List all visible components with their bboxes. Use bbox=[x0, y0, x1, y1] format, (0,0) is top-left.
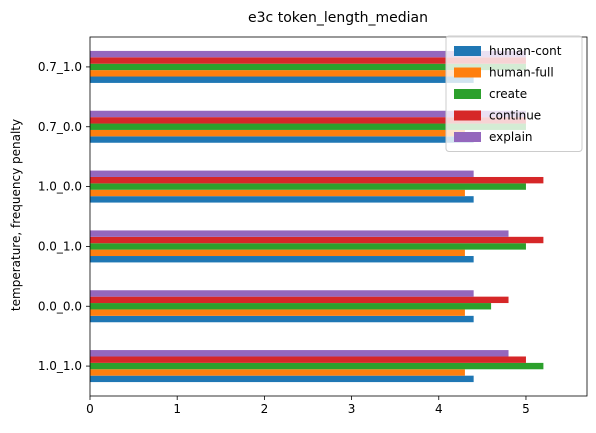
bar-explain-0.7_1.0 bbox=[90, 50, 526, 58]
bar-create-1.0_1.0 bbox=[90, 362, 544, 370]
legend-swatch bbox=[454, 67, 481, 78]
x-tick-label: 3 bbox=[348, 402, 356, 416]
bar-human-cont-0.0_1.0 bbox=[90, 256, 474, 263]
y-tick-label: 1.0_0.0 bbox=[38, 180, 82, 194]
legend-label: continue bbox=[489, 109, 541, 123]
y-tick-label: 0.0_0.0 bbox=[38, 299, 82, 313]
bar-continue-0.7_1.0 bbox=[90, 57, 526, 64]
legend-swatch bbox=[454, 46, 481, 56]
legend-swatch bbox=[454, 132, 481, 142]
legend-label: human-cont bbox=[489, 44, 562, 58]
y-tick-label: 0.0_1.0 bbox=[38, 239, 82, 253]
chart-title: e3c token_length_median bbox=[248, 10, 428, 26]
bars-group bbox=[90, 50, 544, 383]
bar-human-full-0.7_0.0 bbox=[90, 129, 465, 137]
axes-group: 0 1 2 3 4 5 1.0_1.0 0.0_0.0 0.0_1.0 1.0_0.0 0.7_0.… bbox=[38, 36, 588, 416]
legend-label: explain bbox=[489, 130, 533, 144]
legend: human-cont human-full create continue explai… bbox=[445, 35, 583, 152]
bar-human-cont-0.7_0.0 bbox=[90, 136, 474, 143]
bar-create-0.0_0.0 bbox=[90, 303, 492, 310]
legend-label: create bbox=[489, 87, 527, 101]
bar-create-0.0_1.0 bbox=[90, 243, 526, 250]
plot-frame bbox=[89, 36, 588, 397]
bar-create-0.7_0.0 bbox=[90, 123, 526, 130]
y-tick-label: 1.0_1.0 bbox=[38, 359, 82, 373]
bar-human-full-1.0_1.0 bbox=[90, 369, 465, 376]
bar-human-full-1.0_0.0 bbox=[90, 189, 465, 197]
legend-label: human-full bbox=[489, 66, 554, 80]
x-tick-label: 0 bbox=[86, 402, 94, 416]
bar-human-full-0.0_1.0 bbox=[90, 249, 465, 257]
y-tick-label: 0.7_1.0 bbox=[38, 60, 82, 74]
y-tick-label: 0.7_0.0 bbox=[38, 120, 82, 134]
bar-explain-0.7_0.0 bbox=[90, 110, 526, 118]
x-tick-label: 4 bbox=[435, 402, 443, 416]
bar-explain-1.0_1.0 bbox=[90, 350, 509, 357]
bar-continue-0.0_0.0 bbox=[90, 296, 509, 304]
bar-human-full-0.7_1.0 bbox=[90, 70, 465, 77]
bar-continue-1.0_0.0 bbox=[90, 176, 544, 184]
bar-explain-0.0_1.0 bbox=[90, 230, 509, 237]
bar-continue-1.0_1.0 bbox=[90, 356, 526, 363]
bar-continue-0.0_1.0 bbox=[90, 236, 544, 244]
bar-human-full-0.0_0.0 bbox=[90, 309, 465, 316]
bar-explain-0.0_0.0 bbox=[90, 290, 474, 297]
bar-human-cont-1.0_1.0 bbox=[90, 375, 474, 383]
legend-box bbox=[445, 35, 583, 152]
x-tick-label: 2 bbox=[261, 402, 269, 416]
bar-explain-1.0_0.0 bbox=[90, 170, 474, 177]
bar-create-0.7_1.0 bbox=[90, 63, 526, 71]
legend-swatch bbox=[454, 110, 481, 121]
x-tick-label: 1 bbox=[173, 402, 181, 416]
bar-human-cont-0.0_0.0 bbox=[90, 315, 474, 323]
bar-human-cont-1.0_0.0 bbox=[90, 196, 474, 203]
bar-human-cont-0.7_1.0 bbox=[90, 76, 474, 83]
bar-continue-0.7_0.0 bbox=[90, 117, 526, 124]
bar-create-1.0_0.0 bbox=[90, 183, 526, 190]
x-tick-label: 5 bbox=[522, 402, 530, 416]
legend-swatch bbox=[454, 89, 481, 99]
y-axis-label: temperature, frequency penalty bbox=[9, 119, 23, 311]
